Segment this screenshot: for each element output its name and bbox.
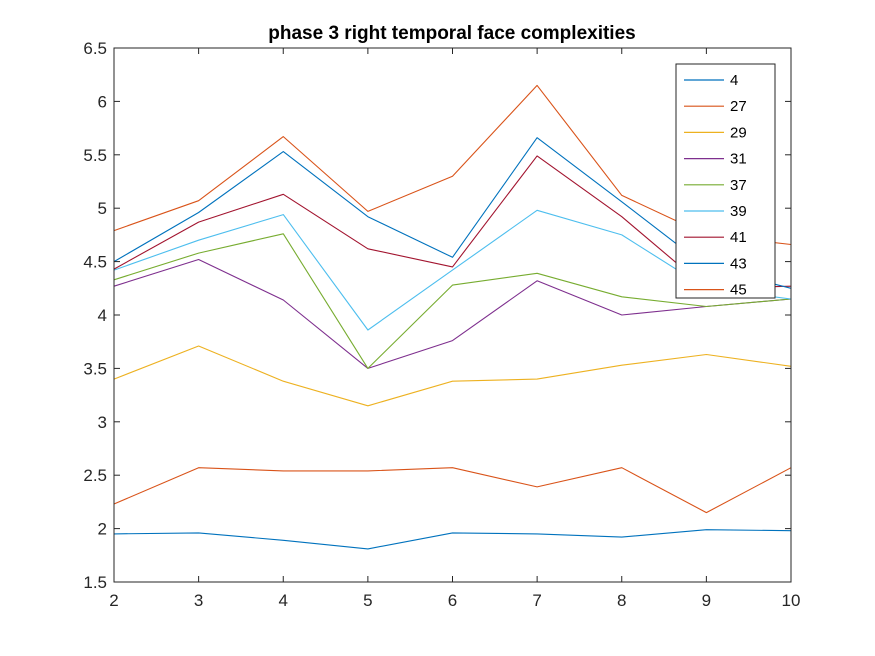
y-tick-label: 5.5 [83,146,107,165]
series-line-31 [113,258,792,369]
legend-label: 41 [730,229,747,246]
legend-box [675,63,776,299]
y-tick-label: 1.5 [83,573,107,592]
y-tick-label: 6 [98,92,107,111]
y-tick-label: 3 [98,413,107,432]
x-tick-label: 7 [532,591,541,610]
legend-label: 45 [730,282,747,299]
legend-label: 4 [730,72,738,89]
y-tick-label: 5 [98,199,107,218]
legend-label: 39 [730,203,747,220]
x-tick-label: 2 [109,591,118,610]
y-tick-label: 2 [98,520,107,539]
y-tick-label: 6.5 [83,39,107,58]
y-tick-label: 2.5 [83,466,107,485]
legend-label: 27 [730,98,747,115]
series-line-29 [113,345,792,407]
x-axis: 2 3 4 5 6 7 8 9 10 [109,48,800,610]
x-tick-label: 9 [702,591,711,610]
y-tick-label: 3.5 [83,359,107,378]
x-tick-label: 4 [279,591,288,610]
legend: 4 27 29 31 37 39 41 43 45 [675,63,776,299]
legend-label: 29 [730,124,747,141]
x-tick-label: 6 [448,591,457,610]
x-tick-label: 3 [194,591,203,610]
legend-label: 37 [730,177,747,194]
x-tick-label: 8 [617,591,626,610]
x-tick-label: 5 [363,591,372,610]
y-axis: 1.5 2 2.5 3 3.5 4 4.5 5 5.5 6 6.5 [83,39,791,592]
series-line-4 [113,529,792,550]
legend-label: 43 [730,255,747,272]
series-line-37 [113,233,792,369]
chart-title: phase 3 right temporal face complexities [268,23,635,44]
legend-label: 31 [730,151,747,168]
x-tick-label: 10 [782,591,801,610]
series-line-27 [113,467,792,514]
y-tick-label: 4 [98,306,107,325]
y-tick-label: 4.5 [83,253,107,272]
